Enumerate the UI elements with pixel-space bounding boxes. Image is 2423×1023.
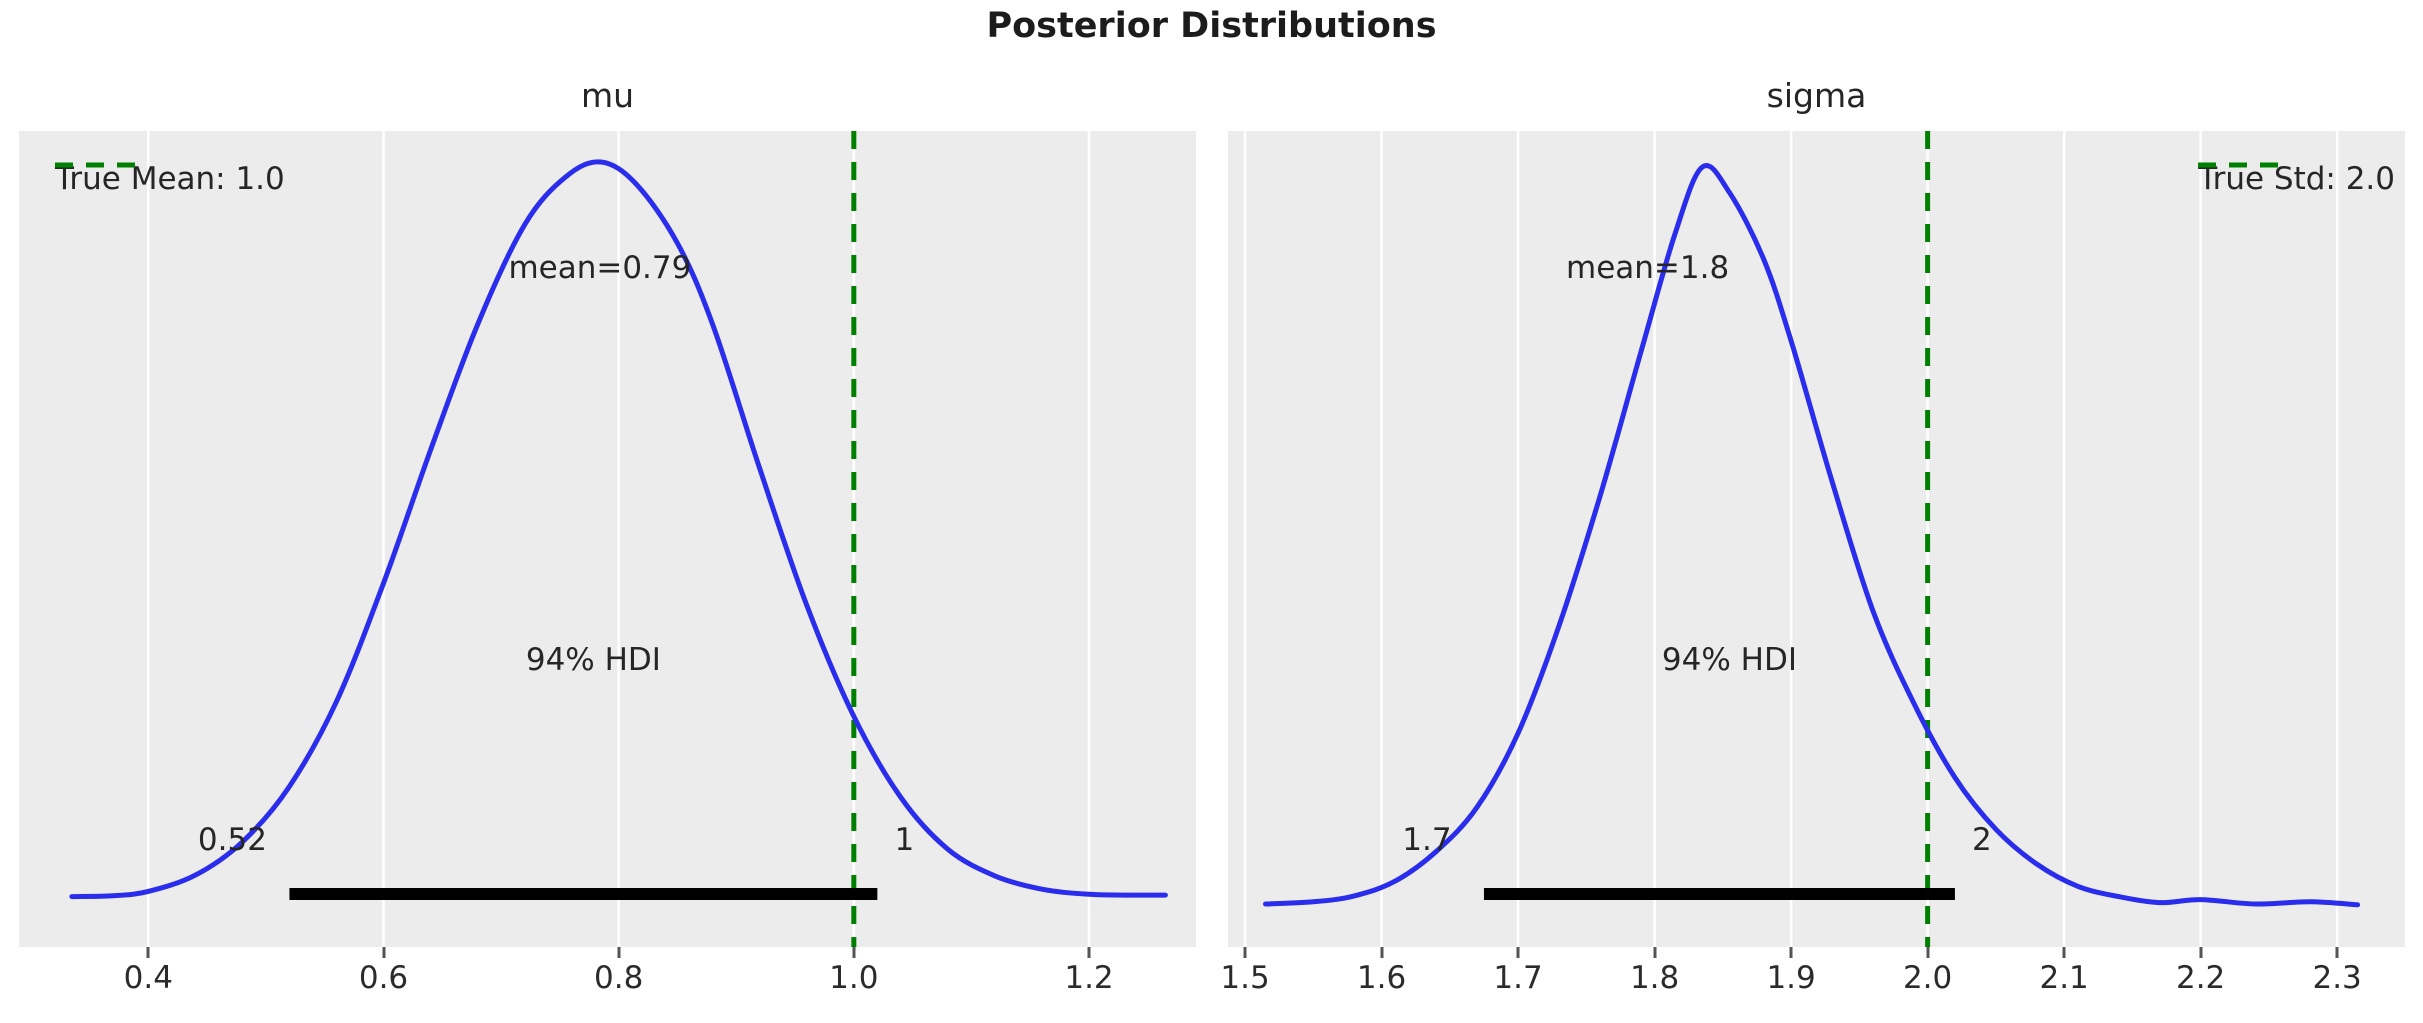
- hdi-bar: [289, 888, 878, 900]
- sigma-hdi-upper-label: 2: [1972, 821, 1992, 858]
- x-axis-tick-mark: [852, 947, 856, 958]
- panel-sigma-title: sigma: [1766, 76, 1867, 115]
- x-axis-tick-label: 0.6: [358, 960, 409, 996]
- x-axis-tick-mark: [2335, 947, 2339, 958]
- x-axis-tick-mark: [1380, 947, 1384, 958]
- x-axis-tick-label: 0.4: [123, 960, 173, 996]
- x-axis-tick-label: 1.2: [1064, 960, 1114, 996]
- x-axis-tick-label: 2.2: [2175, 960, 2226, 996]
- mu-hdi-upper-label: 1: [894, 821, 915, 858]
- x-axis-tick-mark: [382, 947, 385, 958]
- panel-mu: mu True Mean: 1.0 mean=0.79 94% HDI 0.52…: [19, 79, 1196, 996]
- mu-mean-label: mean=0.79: [508, 249, 692, 286]
- hdi-bar: [1483, 888, 1955, 900]
- panel-mu-legend: True Mean: 1.0: [55, 161, 285, 197]
- panel-sigma-plot-area: True Std: 2.0 mean=1.8 94% HDI 1.7 2: [1228, 131, 2405, 947]
- mu-hdi-label: 94% HDI: [525, 641, 661, 678]
- sigma-hdi-lower-label: 1.7: [1402, 821, 1452, 858]
- x-axis-tick-label: 1.6: [1356, 960, 1407, 996]
- x-axis-tick-label: 1.0: [829, 960, 879, 996]
- x-axis-tick-mark: [1516, 947, 1520, 958]
- x-axis-tick-mark: [1653, 947, 1657, 958]
- x-axis-tick-label: 1.5: [1220, 960, 1270, 996]
- true-std-legend-line-icon: [2198, 162, 2281, 168]
- x-axis-tick-mark: [2062, 947, 2066, 958]
- panel-sigma-legend: True Std: 2.0: [2198, 161, 2395, 197]
- mu-hdi-lower-label: 0.52: [197, 821, 267, 858]
- x-axis-tick-label: 1.7: [1493, 960, 1543, 996]
- x-axis-tick-label: 1.8: [1629, 960, 1680, 996]
- figure-title: Posterior Distributions: [986, 6, 1437, 46]
- x-axis-tick-mark: [146, 947, 150, 958]
- x-axis-tick-mark: [1243, 947, 1247, 958]
- x-axis-tick-label: 2.3: [2312, 960, 2362, 996]
- x-axis-tick-mark: [2199, 947, 2203, 958]
- sigma-mean-label: mean=1.8: [1565, 249, 1730, 286]
- true-mean-legend-line-icon: [55, 162, 137, 168]
- posterior-kde-curve: [1263, 163, 2361, 908]
- panel-sigma: sigma True Std: 2.0 mean=1.8 94% HDI 1.7…: [1220, 79, 2405, 996]
- x-axis-tick-mark: [1926, 947, 1930, 958]
- x-axis-tick-label: 1.9: [1766, 960, 1816, 996]
- panel-mu-plot-area: True Mean: 1.0 mean=0.79 94% HDI 0.52 1: [19, 131, 1196, 947]
- posterior-kde-curve: [69, 159, 1168, 900]
- x-axis-tick-mark: [1789, 947, 1793, 958]
- panel-mu-chart-canvas: [69, 131, 1168, 947]
- x-axis-tick-label: 0.8: [594, 960, 644, 996]
- x-axis-tick-label: 2.0: [1902, 960, 1953, 996]
- sigma-hdi-label: 94% HDI: [1661, 641, 1797, 678]
- panel-sigma-chart-canvas: [1243, 131, 2361, 947]
- x-axis-tick-label: 2.1: [2039, 960, 2089, 996]
- panel-mu-title: mu: [580, 76, 635, 115]
- x-axis-tick-mark: [617, 947, 621, 958]
- x-axis-tick-mark: [1087, 947, 1091, 958]
